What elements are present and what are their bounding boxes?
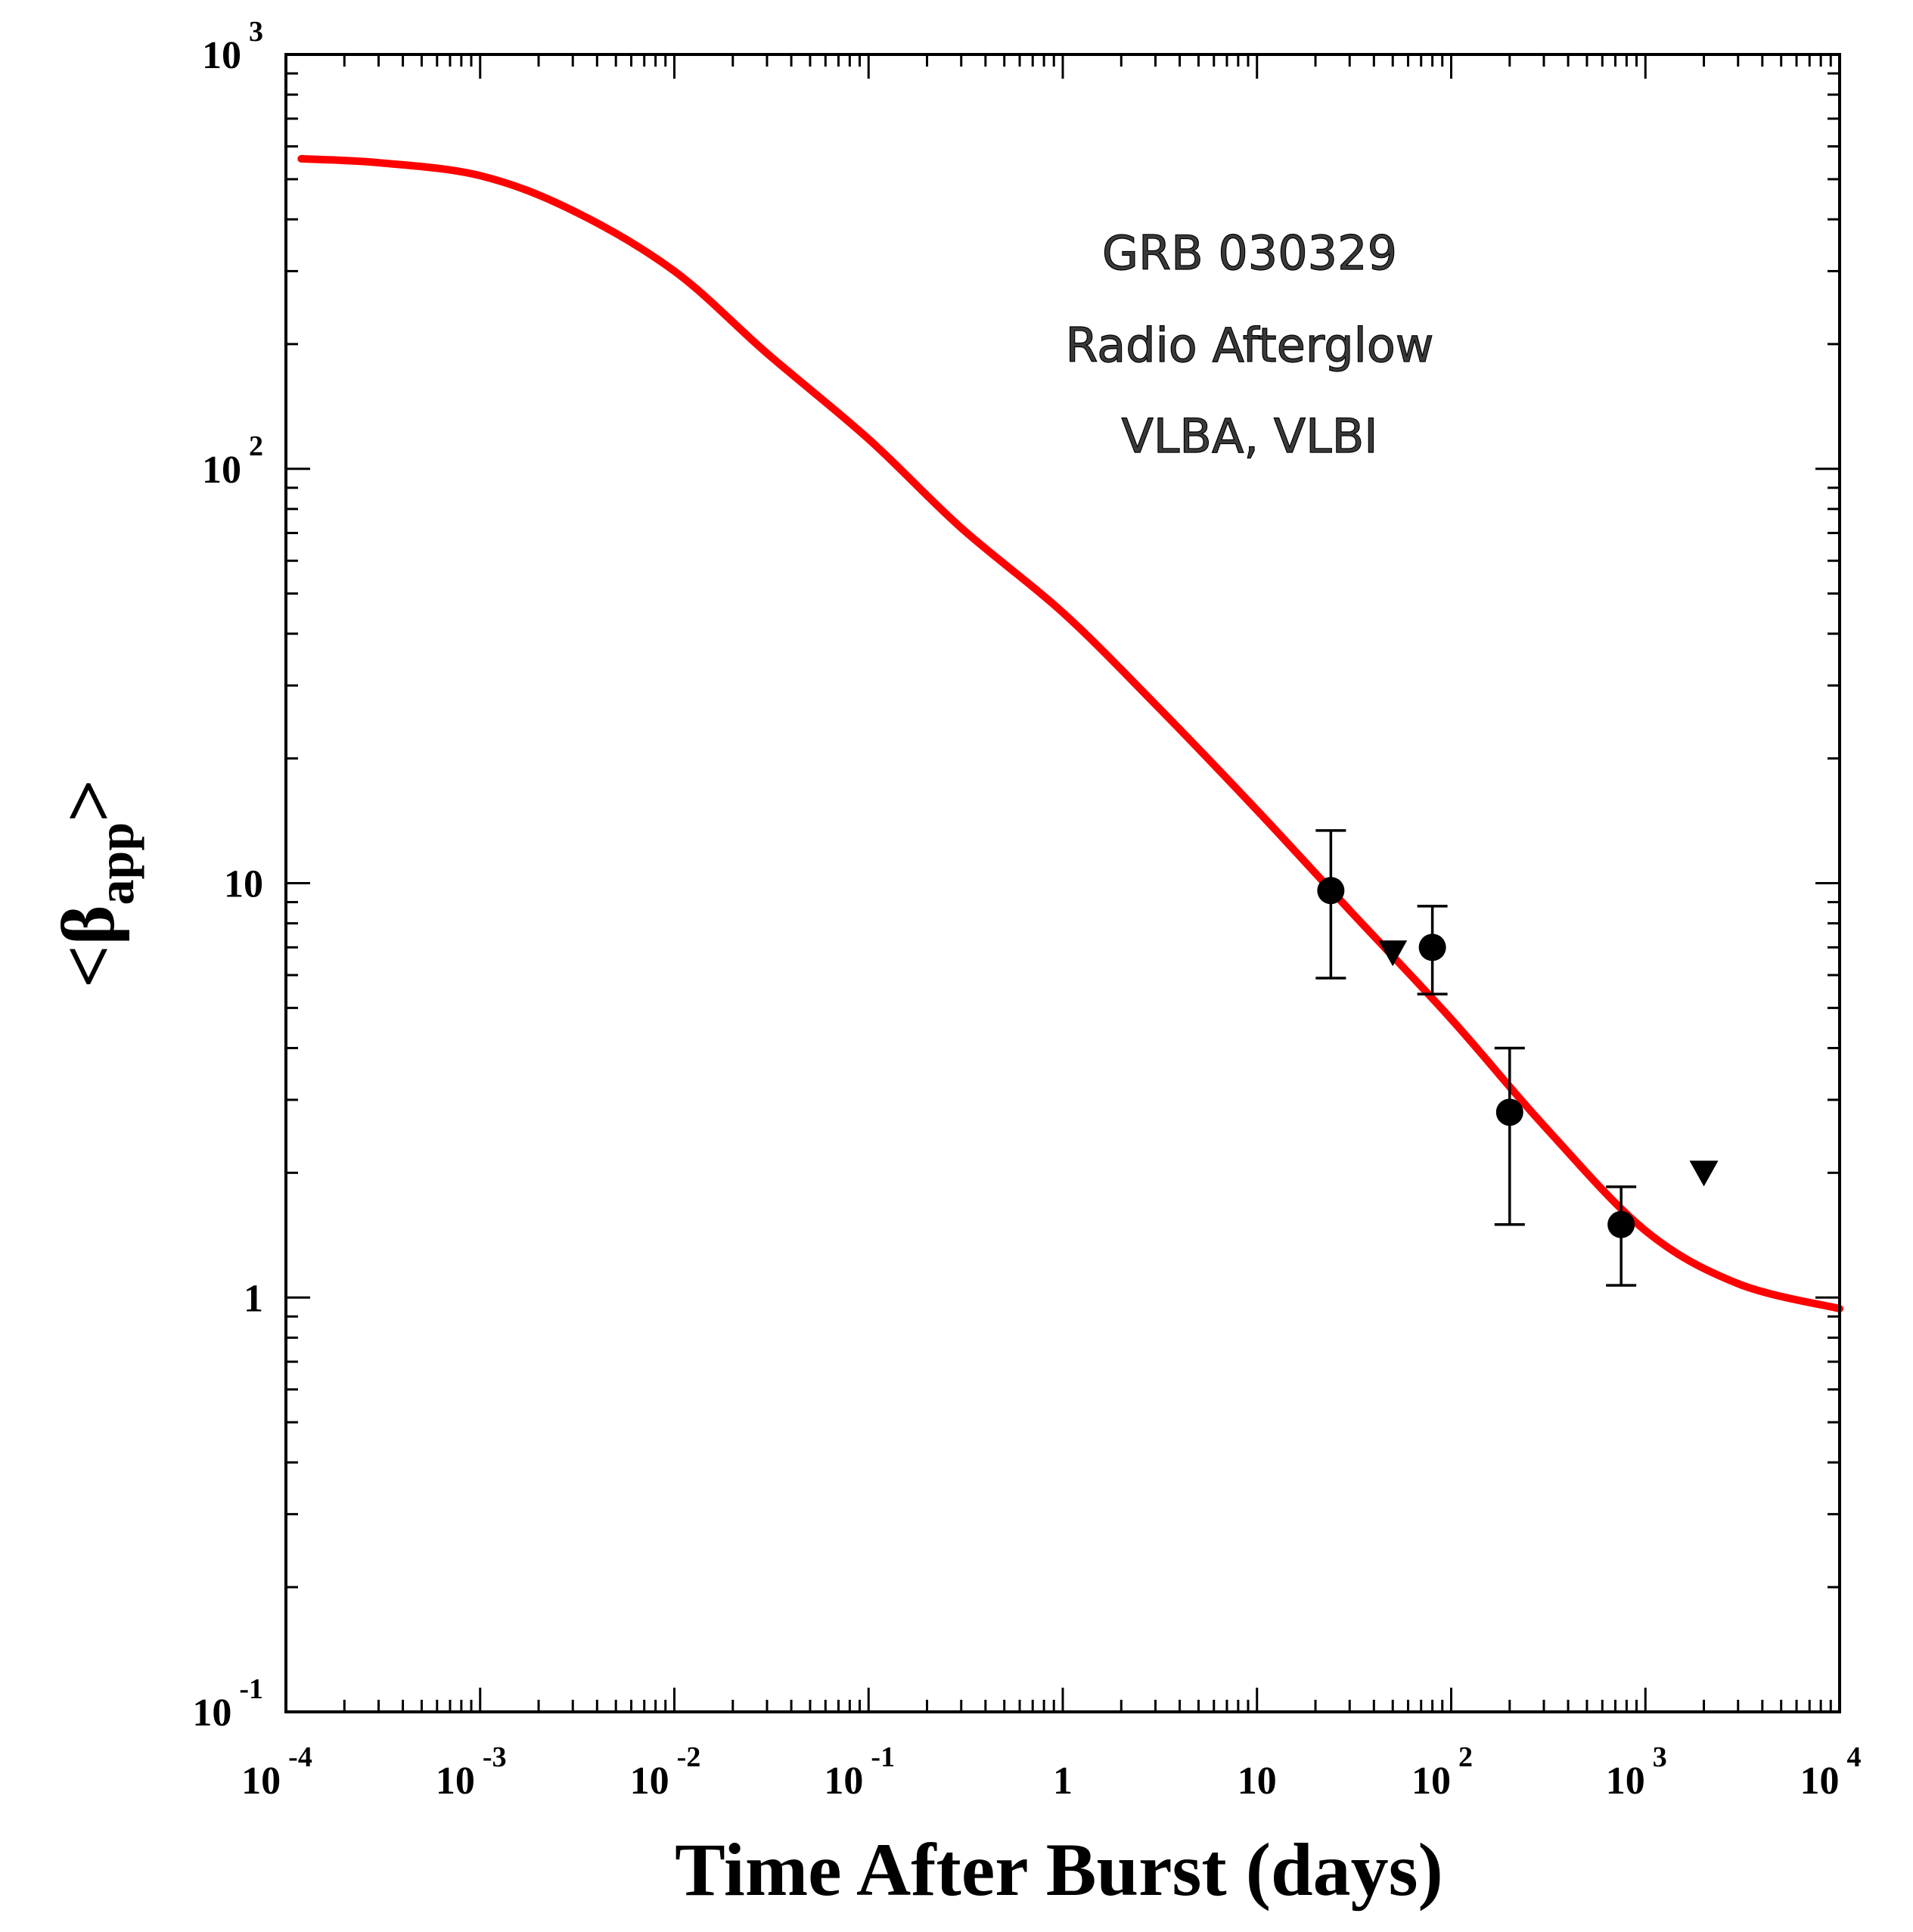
x-tick-label: 10-1 xyxy=(824,1741,895,1803)
y-tick-exponent: 3 xyxy=(249,16,263,48)
y-tick-base: 10 xyxy=(192,1691,231,1735)
y-title-suffix: > xyxy=(46,779,130,822)
x-tick-base: 10 xyxy=(1800,1760,1840,1803)
y-tick-label: 1 xyxy=(244,1277,263,1320)
y-tick-exponent: 2 xyxy=(249,430,263,462)
x-axis-title: Time After Burst (days) xyxy=(675,1828,1443,1912)
data-point xyxy=(1317,877,1345,905)
model-curve-layer xyxy=(297,154,1843,1312)
y-title-prefix: < xyxy=(46,945,130,988)
x-tick-exponent: -3 xyxy=(483,1741,507,1773)
x-tick-label: 1 xyxy=(1053,1760,1073,1803)
x-tick-base: 10 xyxy=(630,1760,669,1803)
x-tick-label: 10-3 xyxy=(436,1741,507,1803)
y-title-subscript: app xyxy=(87,822,144,905)
x-tick-base: 1 xyxy=(1053,1760,1073,1803)
x-tick-base: 10 xyxy=(1238,1760,1277,1803)
annotation-line-1: GRB 030329 xyxy=(1102,225,1397,281)
x-tick-base: 10 xyxy=(824,1760,863,1803)
upper-limit-marker xyxy=(1689,1160,1719,1187)
y-tick-base: 10 xyxy=(202,449,241,492)
y-title-symbol: β xyxy=(46,905,130,945)
x-tick-label: 102 xyxy=(1411,1741,1473,1803)
x-tick-exponent: -2 xyxy=(677,1741,701,1773)
data-point xyxy=(1495,1098,1523,1126)
data-point xyxy=(1418,933,1446,961)
y-tick-label: 10 xyxy=(224,863,263,906)
x-tick-label: 10-2 xyxy=(630,1741,701,1803)
data-points-layer xyxy=(1315,829,1719,1287)
y-tick-label: 102 xyxy=(202,430,263,492)
x-tick-base: 10 xyxy=(241,1760,281,1803)
x-tick-label: 10-4 xyxy=(241,1741,312,1803)
tick-labels: 10-410-310-210-11 10 10210310410-111010210… xyxy=(192,16,1861,1803)
x-tick-base: 10 xyxy=(1411,1760,1451,1803)
annotation-block: GRB 030329 Radio Afterglow VLBA, VLBI xyxy=(1065,225,1434,464)
model-curve xyxy=(297,154,1843,1312)
y-tick-exponent: -1 xyxy=(239,1673,263,1705)
x-tick-label: 103 xyxy=(1606,1741,1667,1803)
y-tick-base: 1 xyxy=(244,1277,263,1320)
y-tick-label: 10-1 xyxy=(192,1673,263,1735)
x-tick-base: 10 xyxy=(436,1760,475,1803)
x-tick-exponent: 4 xyxy=(1847,1741,1862,1773)
data-point xyxy=(1607,1210,1635,1238)
y-axis-title: <βapp> xyxy=(46,779,144,988)
annotation-line-2: Radio Afterglow xyxy=(1066,318,1434,373)
svg-text:<βapp>: <βapp> xyxy=(46,779,144,988)
x-tick-exponent: 2 xyxy=(1458,1741,1473,1773)
y-tick-label: 103 xyxy=(202,16,263,77)
x-tick-exponent: -1 xyxy=(871,1741,895,1773)
y-tick-base: 10 xyxy=(224,863,263,906)
x-tick-base: 10 xyxy=(1606,1760,1645,1803)
plot-frame xyxy=(284,53,1841,1713)
x-tick-label: 104 xyxy=(1800,1741,1862,1803)
x-tick-exponent: -4 xyxy=(288,1741,312,1773)
x-tick-exponent: 3 xyxy=(1653,1741,1667,1773)
annotation-line-3: VLBA, VLBI xyxy=(1121,408,1377,464)
upper-limit-marker xyxy=(1378,940,1408,967)
x-tick-label: 10 xyxy=(1238,1760,1277,1803)
minor-ticks xyxy=(284,53,1841,1713)
y-tick-base: 10 xyxy=(202,34,241,77)
